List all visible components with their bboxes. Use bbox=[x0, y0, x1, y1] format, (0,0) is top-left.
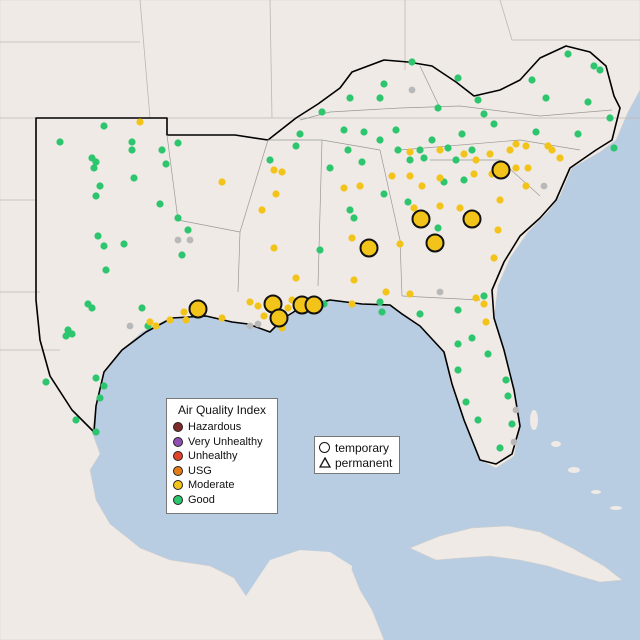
bahamas-islands bbox=[530, 410, 622, 510]
unhealthy-swatch bbox=[173, 451, 183, 462]
aqi-moderate-large-markers[interactable] bbox=[188, 160, 511, 328]
legend-item-temporary: temporary bbox=[319, 440, 395, 455]
temporary-label: temporary bbox=[335, 440, 390, 455]
legend-item-usg: USG bbox=[173, 464, 271, 479]
legend-item-moderate: Moderate bbox=[173, 478, 271, 493]
no-data-markers[interactable] bbox=[126, 86, 548, 446]
very-unhealthy-swatch bbox=[173, 436, 183, 447]
circle-icon bbox=[319, 442, 330, 453]
yucatan-land bbox=[246, 550, 352, 622]
hazardous-swatch bbox=[173, 422, 183, 433]
good-swatch bbox=[173, 494, 183, 505]
legend-label: USG bbox=[188, 464, 212, 477]
cuba-island bbox=[409, 525, 623, 583]
legend-item-hazardous: Hazardous bbox=[173, 420, 271, 435]
legend-item-unhealthy: Unhealthy bbox=[173, 449, 271, 464]
usg-swatch bbox=[173, 465, 183, 476]
legend-label: Very Unhealthy bbox=[188, 435, 263, 448]
triangle-icon bbox=[319, 457, 331, 468]
legend-title: Air Quality Index bbox=[177, 403, 267, 417]
legend-label: Moderate bbox=[188, 479, 235, 492]
legend-label: Unhealthy bbox=[188, 450, 238, 463]
legend-label: Hazardous bbox=[188, 421, 242, 434]
legend-item-good: Good bbox=[173, 493, 271, 508]
permanent-label: permanent bbox=[335, 455, 393, 470]
legend-item-very-unhealthy: Very Unhealthy bbox=[173, 435, 271, 450]
aqi-good-markers[interactable] bbox=[42, 50, 618, 452]
legend-item-permanent: permanent bbox=[319, 455, 395, 470]
moderate-swatch bbox=[173, 480, 183, 491]
aqi-legend: Air Quality Index Hazardous Very Unhealt… bbox=[166, 398, 278, 514]
monitor-type-legend: temporary permanent bbox=[314, 436, 400, 474]
legend-label: Good bbox=[188, 493, 215, 506]
aqi-moderate-markers[interactable] bbox=[136, 118, 564, 332]
